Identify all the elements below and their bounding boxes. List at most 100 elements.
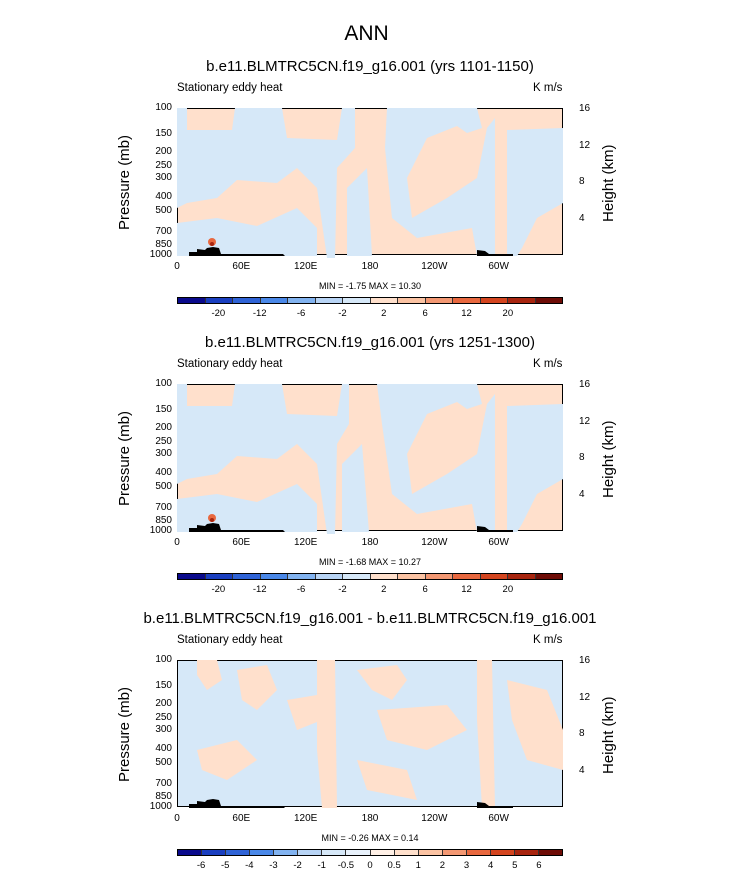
y-tick-label: 250: [155, 436, 172, 448]
colorbar-swatch: [425, 298, 453, 303]
negative-region: [377, 384, 495, 532]
y-tick-label: 400: [155, 190, 172, 202]
colorbar-swatch: [466, 850, 491, 855]
figure-title: ANN: [344, 22, 389, 45]
colorbar-swatch: [490, 850, 515, 855]
colorbar-label: 0: [367, 860, 373, 871]
colorbar-swatch: [453, 574, 481, 579]
colorbar-swatch: [508, 574, 536, 579]
x-tick-label: 180: [361, 813, 379, 824]
colorbar-swatch: [322, 850, 347, 855]
units-label: K m/s: [533, 358, 563, 370]
y2-axis-title: Height (km): [600, 696, 617, 774]
colorbar-swatch: [398, 574, 426, 579]
colorbar-label: -1: [317, 860, 326, 871]
colorbar-label: 2: [381, 308, 387, 319]
colorbar-swatch: [538, 850, 562, 855]
colorbar-label: -20: [211, 308, 226, 319]
x-tick-label: 60W: [488, 261, 509, 272]
colorbar-swatch: [288, 298, 316, 303]
colorbar-swatch: [370, 850, 395, 855]
y-tick-label: 150: [155, 127, 172, 139]
variable-label: Stationary eddy heat: [177, 82, 283, 94]
y-tick-label: 200: [155, 422, 172, 434]
colorbar-label: 2: [439, 860, 446, 871]
negative-region: [177, 384, 349, 534]
negative-region: [507, 404, 563, 532]
y-tick-label: 300: [155, 448, 172, 460]
x-tick-label: 60W: [488, 537, 509, 548]
y2-tick-label: 8: [579, 452, 585, 464]
colorbar-swatch: [370, 298, 398, 303]
colorbar-swatch: [226, 850, 251, 855]
y2-tick-label: 8: [579, 728, 585, 740]
x-tick-label: 60W: [488, 813, 509, 824]
colorbar-swatch: [202, 850, 227, 855]
colorbar-label: 4: [487, 860, 494, 871]
x-tick-label: 180: [361, 261, 379, 272]
plot-area: [177, 384, 563, 534]
y-tick-label: 850: [155, 238, 172, 250]
topography: [189, 247, 513, 256]
y-tick-label: 300: [155, 172, 172, 184]
y-tick-label: 1000: [149, 525, 172, 536]
colorbar-swatch: [346, 850, 371, 855]
y2-tick-label: 16: [579, 655, 591, 667]
colorbar-swatch: [260, 574, 288, 579]
heating-maximum: [210, 518, 214, 522]
x-tick-label: 60E: [232, 537, 251, 548]
colorbar-swatch: [394, 850, 419, 855]
contour-svg: [177, 384, 563, 534]
colorbar-label: -6: [296, 584, 306, 595]
y-tick-label: 400: [155, 742, 172, 754]
y-tick-label: 400: [155, 466, 172, 478]
negative-region: [342, 444, 369, 532]
positive-region: [317, 660, 337, 808]
colorbar-swatch: [178, 574, 206, 579]
y-tick-label: 700: [155, 502, 172, 514]
colorbar-label: -5: [221, 860, 230, 871]
colorbar-swatch: [250, 850, 275, 855]
y-tick-label: 700: [155, 226, 172, 238]
x-tick-label: 0: [174, 537, 180, 548]
panel-title: b.e11.BLMTRC5CN.f19_g16.001 - b.e11.BLMT…: [143, 610, 597, 627]
y2-tick-label: 4: [579, 488, 585, 500]
negative-region: [385, 108, 495, 256]
colorbar-swatch: [514, 850, 539, 855]
x-tick-label: 60E: [232, 261, 251, 272]
panel-title: b.e11.BLMTRC5CN.f19_g16.001 (yrs 1251-13…: [205, 334, 535, 351]
colorbar-label: -6: [196, 860, 206, 871]
y-tick-label: 200: [155, 146, 172, 158]
colorbar-label: -12: [252, 584, 267, 595]
colorbar-swatch: [233, 574, 261, 579]
y2-tick-label: 16: [579, 103, 591, 115]
y2-tick-label: 12: [579, 691, 591, 703]
colorbar-label: 0.5: [387, 860, 401, 871]
variable-label: Stationary eddy heat: [177, 634, 283, 646]
colorbar-label: 20: [502, 584, 514, 595]
colorbar-swatch: [205, 298, 233, 303]
negative-region: [507, 128, 563, 256]
heating-maximum: [210, 242, 214, 246]
colorbar-label: -20: [211, 584, 226, 595]
x-tick-label: 120E: [293, 537, 318, 548]
y-tick-label: 500: [155, 480, 172, 492]
y-tick-label: 300: [155, 724, 172, 736]
x-tick-label: 120E: [293, 261, 318, 272]
y-axis-title: Pressure (mb): [116, 686, 133, 782]
x-tick-label: 0: [174, 261, 180, 272]
y-tick-label: 250: [155, 712, 172, 724]
topography: [189, 799, 513, 808]
colorbar-label: -2: [293, 860, 302, 871]
colorbar-swatch: [442, 850, 467, 855]
x-tick-label: 120W: [421, 813, 448, 824]
colorbar-swatch: [315, 574, 343, 579]
y-tick-label: 100: [155, 378, 172, 389]
colorbar-label: -2: [338, 584, 347, 595]
colorbar-swatch: [535, 298, 562, 303]
x-tick-label: 0: [174, 813, 180, 824]
colorbar-swatch: [508, 298, 536, 303]
positive-region: [197, 740, 257, 780]
y2-tick-label: 4: [579, 212, 585, 224]
